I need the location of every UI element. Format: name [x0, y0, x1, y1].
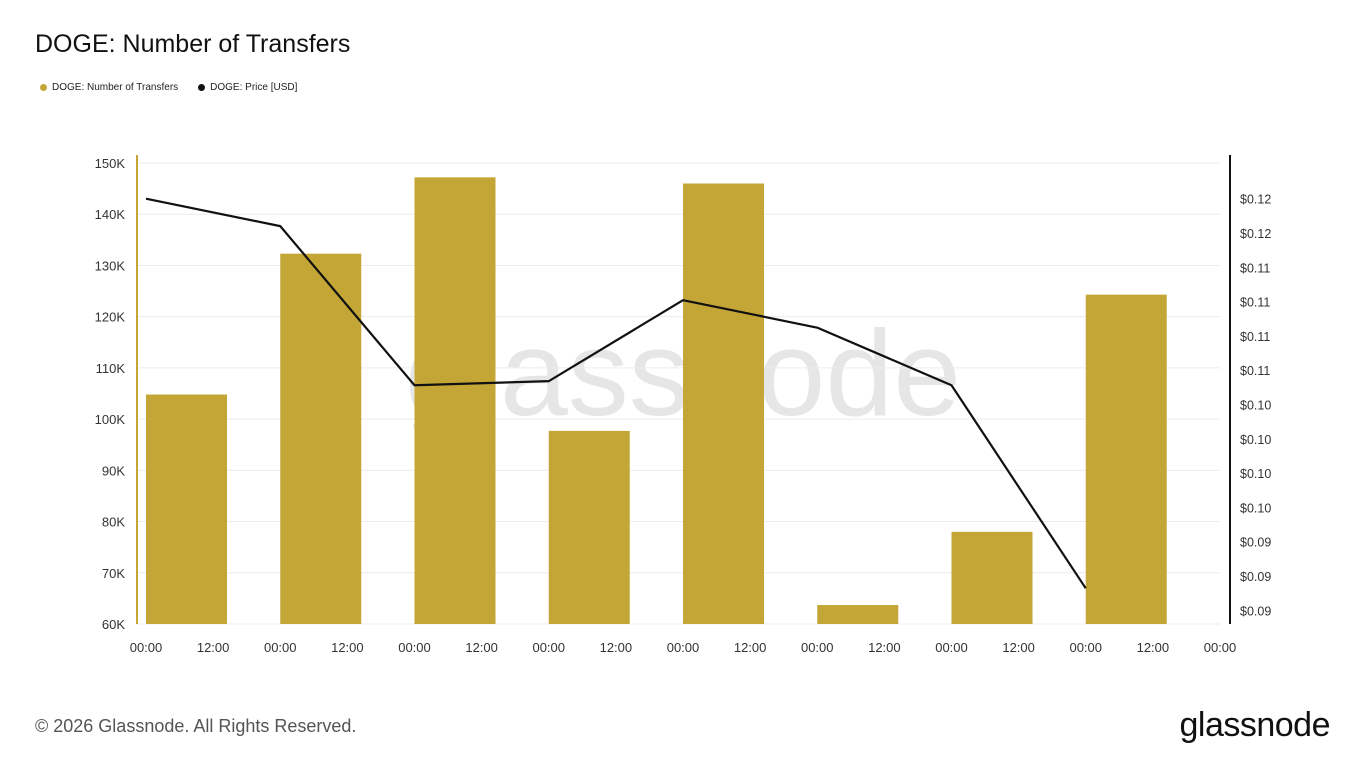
price-line[interactable]: [145, 197, 1087, 589]
x-tick-label: 00:00: [1204, 640, 1237, 655]
x-tick-label: 00:00: [130, 640, 163, 655]
x-tick-label: 12:00: [734, 640, 767, 655]
x-tick-label: 12:00: [600, 640, 633, 655]
y2-tick-label: $0.10: [1240, 501, 1271, 515]
x-tick-label: 12:00: [197, 640, 230, 655]
y2-tick-label: $0.10: [1240, 433, 1271, 447]
x-tick-label: 12:00: [868, 640, 901, 655]
y-axis-right-ticks: $0.12 $0.12 $0.11 $0.11 $0.11 $0.11 $0.10 $0.10…: [1240, 193, 1271, 619]
y2-tick-label: $0.12: [1240, 227, 1271, 241]
y2-tick-label: $0.10: [1240, 398, 1271, 412]
y-axis-left-ticks: 150K 140K 130K 120K 110K 100K 90K 80K 70K 60K: [95, 156, 126, 632]
legend-dot-transfers: [40, 84, 47, 91]
bar[interactable]: [414, 177, 496, 624]
x-tick-label: 00:00: [801, 640, 834, 655]
bar[interactable]: [146, 394, 227, 624]
legend-label-transfers: DOGE: Number of Transfers: [52, 82, 179, 93]
y2-tick-label: $0.11: [1240, 296, 1270, 310]
x-tick-label: 12:00: [1002, 640, 1035, 655]
legend-item-price[interactable]: DOGE: Price [USD]: [198, 82, 297, 93]
x-tick-label: 12:00: [331, 640, 364, 655]
chart-title: DOGE: Number of Transfers: [35, 30, 351, 58]
y2-tick-label: $0.11: [1240, 364, 1270, 378]
legend: DOGE: Number of Transfers DOGE: Price [U…: [40, 82, 297, 93]
y-tick-label: 110K: [96, 361, 126, 376]
y-tick-label: 80K: [102, 515, 125, 530]
bar[interactable]: [683, 183, 764, 624]
bar[interactable]: [951, 531, 1033, 624]
y2-tick-label: $0.11: [1240, 330, 1270, 344]
y2-tick-label: $0.12: [1240, 193, 1271, 207]
y-tick-label: 120K: [95, 310, 126, 325]
x-tick-label: 00:00: [935, 640, 968, 655]
axes: [136, 155, 1231, 624]
x-tick-label: 00:00: [532, 640, 565, 655]
bar[interactable]: [1085, 294, 1167, 624]
y-tick-label: 70K: [102, 566, 125, 581]
legend-item-transfers[interactable]: DOGE: Number of Transfers: [40, 82, 178, 93]
glassnode-logo[interactable]: glassnode: [1179, 706, 1330, 744]
line-series-price: [145, 197, 1087, 589]
y2-tick-label: $0.09: [1240, 604, 1271, 618]
x-axis-ticks: 00:00 12:00 00:00 12:00 00:00 12:00 00:00 12:00…: [130, 640, 1237, 655]
legend-label-price: DOGE: Price [USD]: [210, 82, 298, 93]
bar-series-transfers: [146, 177, 1167, 624]
y-tick-label: 150K: [95, 156, 126, 171]
y2-tick-label: $0.10: [1240, 467, 1271, 481]
y2-tick-label: $0.11: [1240, 261, 1270, 275]
x-tick-label: 12:00: [1137, 640, 1170, 655]
x-tick-label: 00:00: [667, 640, 700, 655]
y-tick-label: 140K: [95, 207, 126, 222]
y2-tick-label: $0.09: [1240, 536, 1271, 550]
bar[interactable]: [548, 430, 630, 624]
bar[interactable]: [280, 253, 362, 624]
x-tick-label: 12:00: [465, 640, 498, 655]
copyright-text: © 2026 Glassnode. All Rights Reserved.: [35, 716, 357, 736]
y-tick-label: 130K: [95, 258, 126, 273]
bar[interactable]: [817, 605, 899, 624]
y-tick-label: 60K: [102, 617, 125, 632]
x-tick-label: 00:00: [264, 640, 297, 655]
x-tick-label: 00:00: [1069, 640, 1102, 655]
legend-dot-price: [198, 84, 206, 91]
y-tick-label: 100K: [95, 412, 126, 427]
y-tick-label: 90K: [102, 463, 125, 478]
chart-area: glassnode 150K140K130K120K110K100K90K80K…: [95, 155, 1271, 655]
y2-tick-label: $0.09: [1240, 570, 1271, 584]
x-tick-label: 00:00: [398, 640, 431, 655]
